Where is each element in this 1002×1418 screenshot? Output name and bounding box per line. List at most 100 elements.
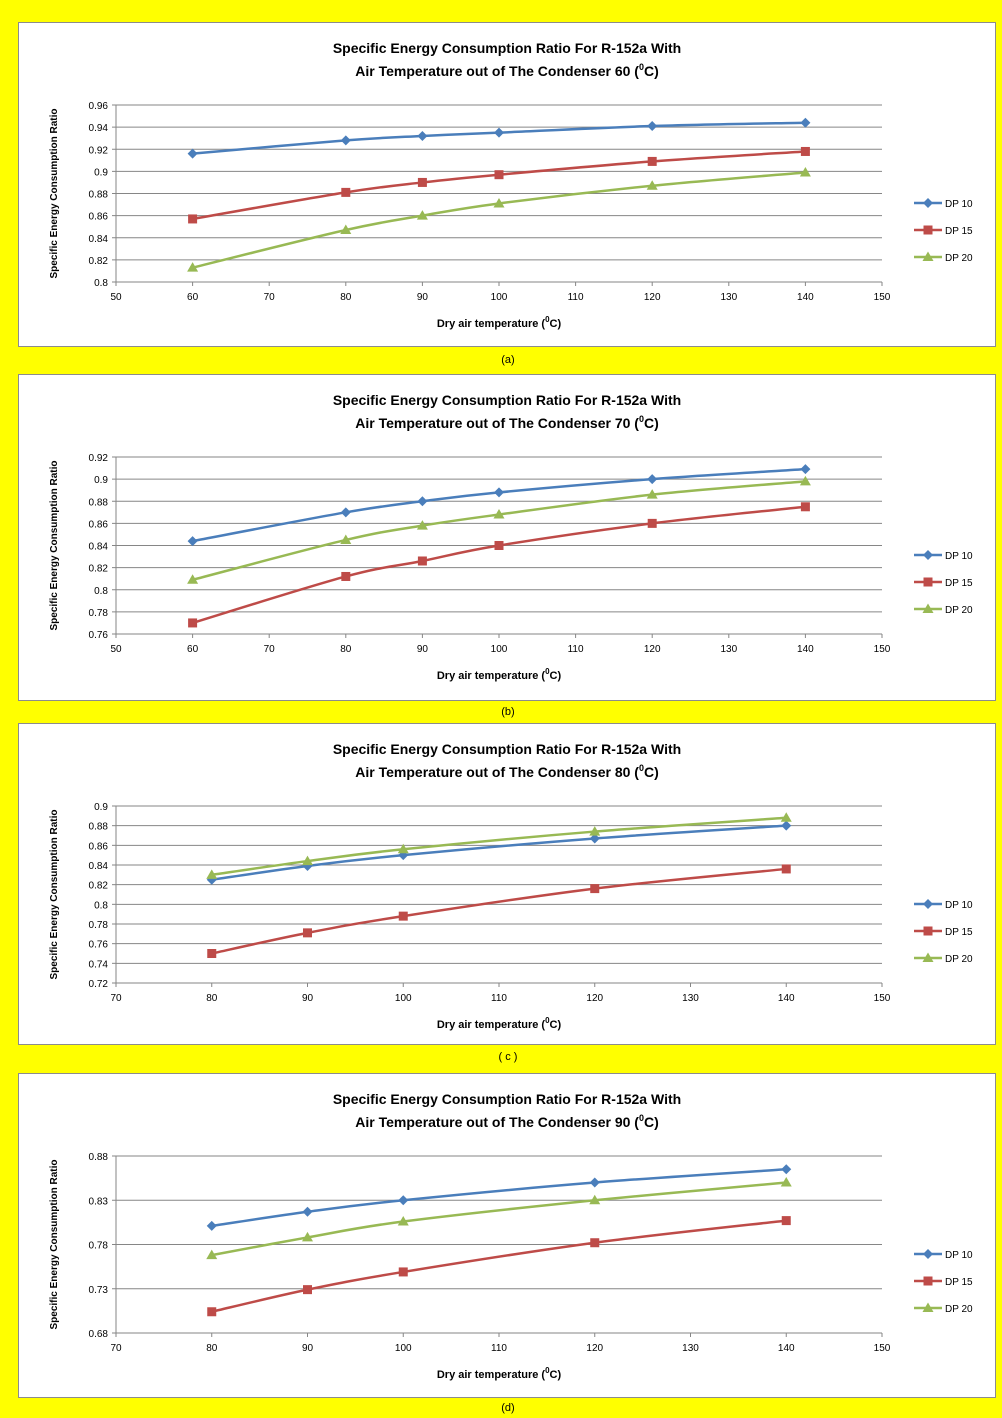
- chart-caption-b: (b): [501, 706, 515, 718]
- data-point-d-dp-20-2: [397, 1215, 409, 1226]
- legend-marker-a-dp-20: [922, 251, 934, 261]
- series-line-d-dp-20: [211, 1181, 787, 1257]
- legend-label-a-dp-15: DP 15: [945, 226, 973, 237]
- data-point-a-dp-10-3: [494, 127, 504, 138]
- data-point-d-dp-10-3: [589, 1177, 600, 1188]
- x-tick-label-b-1: 60: [187, 644, 199, 655]
- chart-svg-a: Specific Energy Consumption Ratio For R-…: [49, 40, 973, 330]
- series-line-a-dp-20: [192, 171, 806, 269]
- y-tick-label-c-7: 0.86: [89, 841, 109, 852]
- data-point-b-dp-10-0: [187, 536, 198, 547]
- x-tick-label-a-3: 80: [340, 292, 352, 303]
- y-tick-label-a-3: 0.86: [89, 212, 109, 223]
- legend-label-a-dp-10: DP 10: [945, 199, 973, 210]
- legend-marker-c-dp-20: [922, 952, 934, 962]
- legend-marker-d-dp-10: [923, 1249, 933, 1259]
- data-point-c-dp-15-2: [398, 911, 408, 921]
- x-tick-label-c-2: 90: [302, 993, 314, 1004]
- legend-label-d-dp-10: DP 10: [945, 1250, 973, 1261]
- series-line-a-dp-15: [192, 150, 806, 221]
- y-tick-label-a-0: 0.8: [94, 278, 108, 289]
- data-point-a-dp-15-4: [647, 156, 657, 166]
- chart-panel-b: Specific Energy Consumption Ratio For R-…: [18, 374, 996, 701]
- x-tick-label-d-2: 90: [302, 1343, 314, 1354]
- y-tick-label-c-8: 0.88: [89, 822, 109, 833]
- data-point-d-dp-15-4: [781, 1216, 791, 1226]
- y-tick-label-b-7: 0.9: [94, 475, 108, 486]
- x-tick-label-a-5: 100: [491, 292, 508, 303]
- chart-title-line2-b: Air Temperature out of The Condenser 70 …: [355, 414, 658, 431]
- data-point-b-dp-15-3: [494, 541, 504, 550]
- data-point-c-dp-20-3: [589, 826, 601, 836]
- y-axis-label-a: Specific Energy Consumption Ratio: [49, 108, 60, 278]
- y-axis-label-c: Specific Energy Consumption Ratio: [49, 809, 60, 979]
- data-point-a-dp-20-0: [187, 262, 199, 272]
- chart-svg-d: Specific Energy Consumption Ratio For R-…: [49, 1091, 973, 1381]
- x-tick-label-d-1: 80: [206, 1343, 218, 1354]
- x-tick-label-b-4: 90: [417, 644, 429, 655]
- x-tick-label-c-5: 120: [586, 993, 603, 1004]
- x-tick-label-d-4: 110: [491, 1343, 507, 1354]
- y-tick-label-d-3: 0.83: [89, 1196, 109, 1207]
- y-tick-label-c-2: 0.76: [89, 940, 109, 951]
- data-point-b-dp-20-5: [799, 475, 811, 486]
- data-point-d-dp-10-4: [781, 1164, 792, 1175]
- legend-marker-c-dp-10: [923, 899, 933, 909]
- x-tick-label-b-0: 50: [110, 644, 122, 655]
- x-axis-label-a: Dry air temperature (0C): [437, 315, 562, 330]
- y-tick-label-d-0: 0.68: [89, 1329, 109, 1340]
- data-point-a-dp-10-4: [647, 121, 658, 132]
- x-tick-label-b-7: 120: [644, 644, 661, 655]
- chart-svg-b: Specific Energy Consumption Ratio For R-…: [49, 392, 973, 682]
- x-tick-label-b-5: 100: [491, 644, 508, 655]
- y-tick-label-b-3: 0.82: [89, 564, 109, 575]
- data-point-b-dp-20-0: [187, 574, 199, 584]
- chart-title-line2-d: Air Temperature out of The Condenser 90 …: [355, 1113, 658, 1130]
- y-tick-label-c-9: 0.9: [94, 802, 108, 813]
- data-point-b-dp-20-3: [493, 509, 505, 519]
- y-tick-label-a-5: 0.9: [94, 167, 108, 178]
- x-tick-label-a-9: 140: [797, 292, 814, 303]
- data-point-d-dp-15-2: [398, 1267, 408, 1277]
- data-point-b-dp-15-2: [417, 556, 427, 566]
- data-point-c-dp-15-0: [207, 949, 217, 958]
- series-line-a-dp-10: [192, 121, 806, 155]
- chart-panel-a: Specific Energy Consumption Ratio For R-…: [18, 22, 996, 347]
- data-point-a-dp-10-5: [800, 117, 811, 128]
- data-point-c-dp-15-4: [781, 864, 791, 874]
- y-axis-label-b: Specific Energy Consumption Ratio: [49, 460, 60, 630]
- y-tick-label-d-1: 0.73: [89, 1285, 109, 1296]
- x-tick-label-d-6: 130: [682, 1343, 699, 1354]
- data-point-b-dp-20-4: [646, 489, 658, 499]
- legend-marker-a-dp-10: [923, 198, 933, 208]
- y-tick-label-a-6: 0.92: [89, 145, 109, 156]
- legend-label-c-dp-15: DP 15: [945, 927, 973, 938]
- x-tick-label-c-3: 100: [395, 993, 412, 1004]
- data-point-b-dp-15-0: [188, 618, 198, 628]
- data-point-c-dp-10-3: [589, 833, 600, 844]
- data-point-a-dp-15-2: [417, 177, 427, 187]
- data-point-c-dp-20-2: [397, 843, 409, 854]
- data-point-d-dp-20-1: [302, 1231, 313, 1242]
- x-tick-label-a-6: 110: [568, 292, 584, 303]
- y-tick-label-b-8: 0.92: [89, 453, 109, 464]
- data-point-d-dp-15-1: [303, 1285, 312, 1295]
- chart-caption-c: ( c ): [498, 1051, 518, 1063]
- legend-marker-a-dp-15: [923, 225, 933, 235]
- data-point-a-dp-10-2: [417, 130, 428, 141]
- data-point-b-dp-10-2: [417, 496, 428, 507]
- x-tick-label-a-0: 50: [110, 292, 122, 303]
- chart-title-line1-a: Specific Energy Consumption Ratio For R-…: [333, 40, 681, 56]
- data-point-a-dp-15-1: [341, 187, 351, 197]
- x-tick-label-b-3: 80: [340, 644, 352, 655]
- x-tick-label-a-2: 70: [264, 292, 276, 303]
- legend-label-d-dp-15: DP 15: [945, 1277, 973, 1288]
- x-tick-label-b-2: 70: [264, 644, 276, 655]
- data-point-a-dp-20-2: [416, 210, 428, 220]
- y-tick-label-c-6: 0.84: [89, 861, 109, 872]
- data-point-b-dp-20-2: [416, 520, 428, 530]
- series-line-c-dp-20: [211, 816, 787, 877]
- data-point-a-dp-10-0: [187, 148, 198, 159]
- x-axis-label-d: Dry air temperature (0C): [437, 1366, 562, 1381]
- legend-label-b-dp-20: DP 20: [945, 605, 973, 616]
